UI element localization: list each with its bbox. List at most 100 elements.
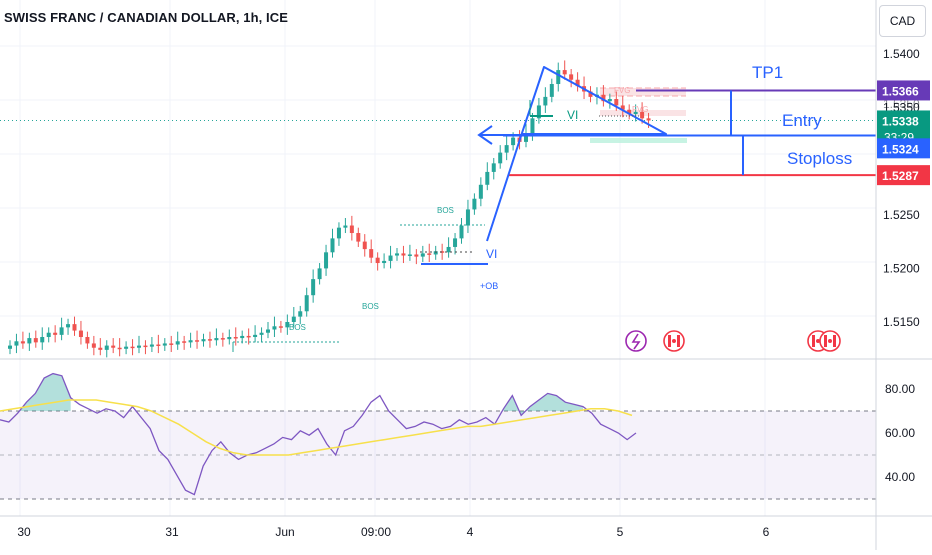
candle-body xyxy=(188,340,193,343)
candle-body xyxy=(220,338,225,340)
candle-body xyxy=(156,344,161,347)
maple-leaf xyxy=(816,339,820,343)
candle-body xyxy=(401,253,406,256)
candle-body xyxy=(504,145,509,153)
candle-body xyxy=(459,225,464,239)
candle-body xyxy=(382,260,387,264)
candle-body xyxy=(388,255,393,261)
candle-body xyxy=(253,334,258,338)
candle-body xyxy=(246,335,251,338)
rsi-line xyxy=(0,372,637,496)
candle-body xyxy=(117,347,122,350)
rsi-tick-label: 40.00 xyxy=(885,470,915,484)
candle-body xyxy=(20,341,25,344)
drawings-front xyxy=(232,66,876,352)
fvg-label-2: FVG xyxy=(632,105,648,114)
candle-body xyxy=(111,345,116,348)
candle-body xyxy=(298,311,303,317)
candle-body xyxy=(414,254,419,257)
flag-stripe-right xyxy=(677,335,680,347)
candle-body xyxy=(278,326,283,328)
rsi-layer xyxy=(0,372,876,500)
bos-label-1: BOS xyxy=(289,323,306,332)
time-tick-label: 09:00 xyxy=(361,525,391,539)
tp1-price-tag-bg xyxy=(877,80,930,101)
candle-body xyxy=(324,252,329,269)
ob-label: +OB xyxy=(480,281,498,291)
price-tick-label: 1.5250 xyxy=(883,208,920,222)
rsi-ma-line xyxy=(0,399,633,456)
candle-body xyxy=(304,295,309,312)
candle-body xyxy=(143,345,148,348)
candle-body xyxy=(124,346,129,349)
entry-price-tag-bg xyxy=(877,138,930,159)
candle-body xyxy=(182,341,187,343)
entry-arrow-head xyxy=(477,125,493,145)
candle-body xyxy=(614,99,619,106)
candle-body xyxy=(343,225,348,228)
candle-body xyxy=(640,111,645,119)
candle-body xyxy=(588,91,593,97)
candle-body xyxy=(407,254,412,256)
candle-body xyxy=(227,337,232,340)
rsi-overbought-fill-1 xyxy=(17,373,71,414)
candle-body xyxy=(259,332,264,335)
icons-layer xyxy=(625,330,841,352)
time-tick-label: 4 xyxy=(467,525,474,539)
candle-body xyxy=(46,332,51,338)
candle-body xyxy=(375,257,380,264)
candle-body xyxy=(72,324,77,331)
entry-price-tag: 1.5324 xyxy=(882,142,919,156)
candle-body xyxy=(266,329,270,333)
tp1-label: TP1 xyxy=(752,63,783,82)
candle-body xyxy=(33,338,38,343)
candle-body xyxy=(440,251,445,253)
candle-body xyxy=(362,241,367,250)
candle-body xyxy=(14,341,19,346)
candle-body xyxy=(543,96,548,106)
fvg-box-bullish xyxy=(590,138,687,143)
candle-body xyxy=(149,344,154,347)
candle-body xyxy=(530,118,535,134)
candle-body xyxy=(549,84,554,97)
candle-body xyxy=(8,345,12,349)
maple-leaf xyxy=(828,339,832,343)
vi-label-2: VI xyxy=(567,108,578,122)
flag-stripe-right xyxy=(833,335,836,347)
candle-body xyxy=(336,227,341,239)
candle-body xyxy=(633,111,638,115)
maple-leaf xyxy=(672,339,676,343)
candle-body xyxy=(562,70,567,75)
current-price-tag: 1.5338 xyxy=(882,114,919,128)
lightning-glyph xyxy=(631,333,641,350)
annotations-layer: TP1 Entry Stoploss BOS BOS BOS VI VI +OB FVG FVG xyxy=(289,63,852,332)
flag-stripe-left xyxy=(824,335,827,347)
candle-body xyxy=(27,338,32,344)
price-tick-label: 1.5150 xyxy=(883,315,920,329)
candle-body xyxy=(130,346,135,349)
candle-body xyxy=(569,74,574,80)
candle-body xyxy=(98,347,103,350)
candle-body xyxy=(601,94,606,102)
candle-body xyxy=(291,316,296,322)
stoploss-label: Stoploss xyxy=(787,149,852,168)
candle-body xyxy=(427,253,432,255)
candle-body xyxy=(465,209,470,226)
candle-body xyxy=(240,335,245,339)
stoploss-price-tag: 1.5287 xyxy=(882,169,919,183)
candle-body xyxy=(627,109,632,115)
candle-body xyxy=(472,198,477,210)
candle-body xyxy=(620,105,625,110)
candle-body xyxy=(201,339,206,342)
candle-body xyxy=(233,337,238,339)
price-tick-label: 1.5400 xyxy=(883,47,920,61)
price-tick-partial: 1.5350 xyxy=(883,97,920,111)
candle-body xyxy=(575,79,580,87)
price-tick-label: 1.5200 xyxy=(883,261,920,275)
candle-body xyxy=(524,133,528,142)
candle-body xyxy=(511,137,516,146)
candle-body xyxy=(311,279,316,296)
currency-button[interactable]: CAD xyxy=(879,5,926,37)
